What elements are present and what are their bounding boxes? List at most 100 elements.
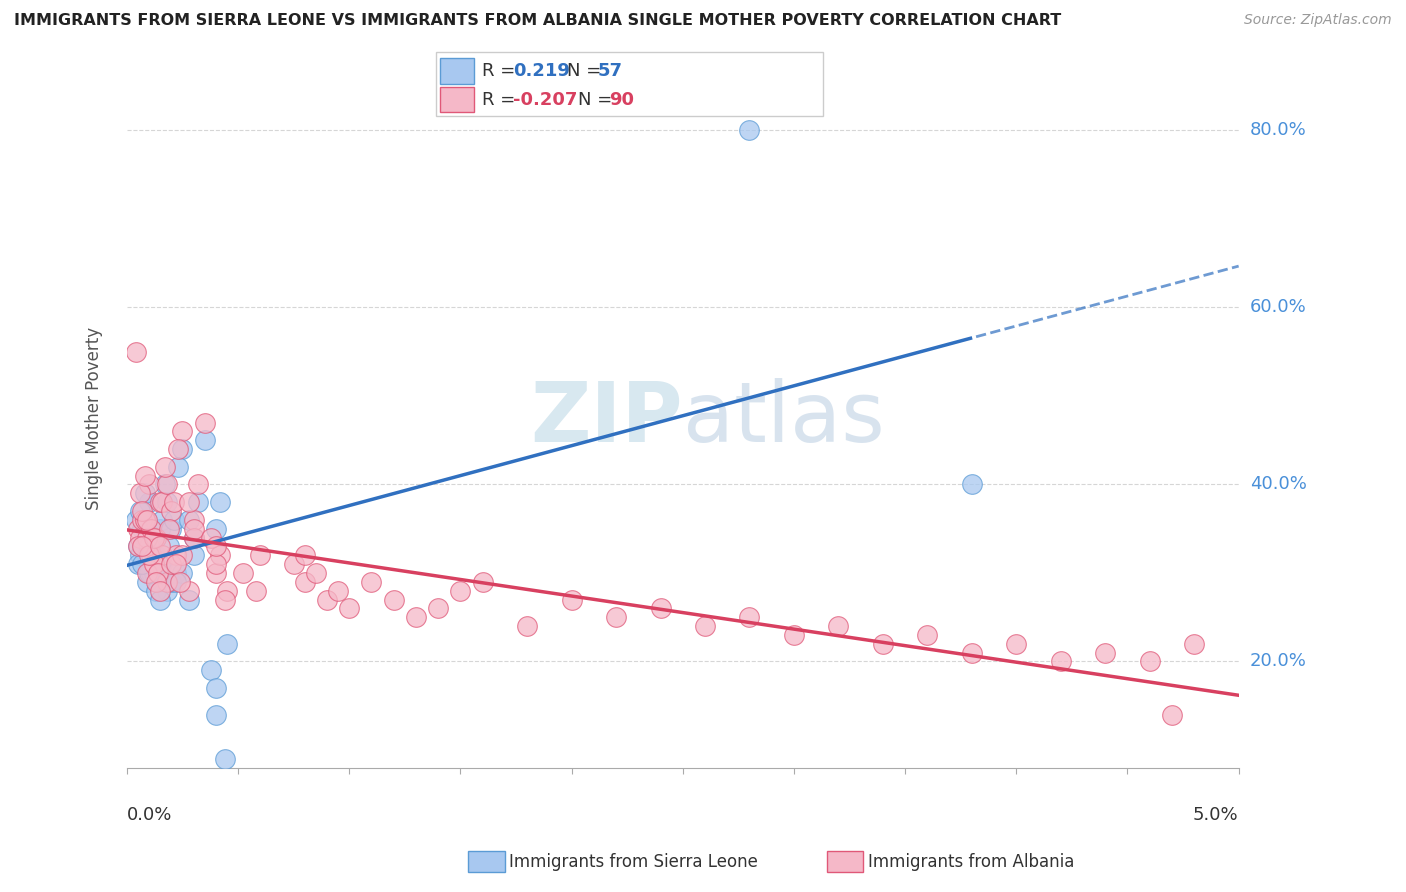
Point <box>294 574 316 589</box>
Text: Immigrants from Sierra Leone: Immigrants from Sierra Leone <box>509 853 758 871</box>
Point <box>142 531 165 545</box>
Point <box>316 592 339 607</box>
Text: 0.0%: 0.0% <box>127 806 173 824</box>
Text: atlas: atlas <box>683 377 884 458</box>
Point <box>209 495 232 509</box>
Point <box>131 513 153 527</box>
Point <box>337 601 360 615</box>
Point <box>153 459 176 474</box>
Point <box>129 504 152 518</box>
Point <box>131 504 153 518</box>
Point <box>131 557 153 571</box>
Point <box>146 574 169 589</box>
Point <box>141 549 163 563</box>
Point <box>172 425 194 439</box>
Point <box>149 557 172 571</box>
Point <box>326 583 349 598</box>
Point <box>167 442 190 456</box>
Point <box>149 583 172 598</box>
Point <box>231 566 253 580</box>
Point <box>141 566 163 580</box>
Point <box>187 477 209 491</box>
Point <box>142 557 165 571</box>
Text: 0.219: 0.219 <box>513 62 569 80</box>
Point <box>214 752 236 766</box>
Point <box>605 610 627 624</box>
Point <box>245 583 267 598</box>
Point <box>187 495 209 509</box>
Point <box>127 557 149 571</box>
Point <box>134 513 156 527</box>
Point <box>129 549 152 563</box>
Point <box>200 531 222 545</box>
Point <box>142 566 165 580</box>
Point <box>129 531 152 545</box>
Point <box>156 477 179 491</box>
Point <box>165 566 187 580</box>
Point <box>305 566 328 580</box>
Point <box>449 583 471 598</box>
Point <box>125 344 148 359</box>
Point <box>138 495 160 509</box>
Point <box>165 574 187 589</box>
Point <box>183 531 205 545</box>
Point <box>135 549 157 563</box>
Text: -0.207: -0.207 <box>513 91 578 109</box>
Point <box>160 574 183 589</box>
Text: N =: N = <box>567 62 606 80</box>
Point <box>783 628 806 642</box>
Point <box>165 549 187 563</box>
Point <box>127 522 149 536</box>
Point <box>205 566 228 580</box>
Point <box>827 619 849 633</box>
Point <box>134 531 156 545</box>
Point <box>172 549 194 563</box>
Point <box>138 540 160 554</box>
Point <box>200 664 222 678</box>
Point <box>183 531 205 545</box>
Point <box>157 522 180 536</box>
Point <box>141 540 163 554</box>
Point <box>214 592 236 607</box>
Point <box>138 566 160 580</box>
Point <box>162 513 184 527</box>
Point <box>650 601 672 615</box>
Text: 20.0%: 20.0% <box>1250 653 1306 671</box>
Point <box>1161 707 1184 722</box>
Point <box>249 549 271 563</box>
Point <box>142 557 165 571</box>
Point <box>205 707 228 722</box>
Point <box>427 601 450 615</box>
Point <box>138 557 160 571</box>
Point <box>194 434 217 448</box>
Point <box>134 531 156 545</box>
Point <box>149 592 172 607</box>
Point <box>382 592 405 607</box>
Text: 90: 90 <box>609 91 634 109</box>
Point <box>127 540 149 554</box>
Point <box>172 566 194 580</box>
Text: Immigrants from Albania: Immigrants from Albania <box>868 853 1074 871</box>
Point <box>149 540 172 554</box>
Y-axis label: Single Mother Poverty: Single Mother Poverty <box>86 326 103 509</box>
Point <box>152 495 174 509</box>
Point <box>179 592 201 607</box>
Point <box>960 477 983 491</box>
Point <box>156 495 179 509</box>
Point <box>135 531 157 545</box>
Point <box>135 574 157 589</box>
Point <box>156 574 179 589</box>
Point <box>960 646 983 660</box>
Point <box>183 522 205 536</box>
Point <box>183 549 205 563</box>
Point <box>360 574 382 589</box>
Point <box>134 486 156 500</box>
Point <box>160 504 183 518</box>
Text: 57: 57 <box>598 62 623 80</box>
Point <box>294 549 316 563</box>
Point <box>145 531 167 545</box>
Point <box>157 540 180 554</box>
Point <box>209 549 232 563</box>
Point <box>183 513 205 527</box>
Point <box>152 549 174 563</box>
